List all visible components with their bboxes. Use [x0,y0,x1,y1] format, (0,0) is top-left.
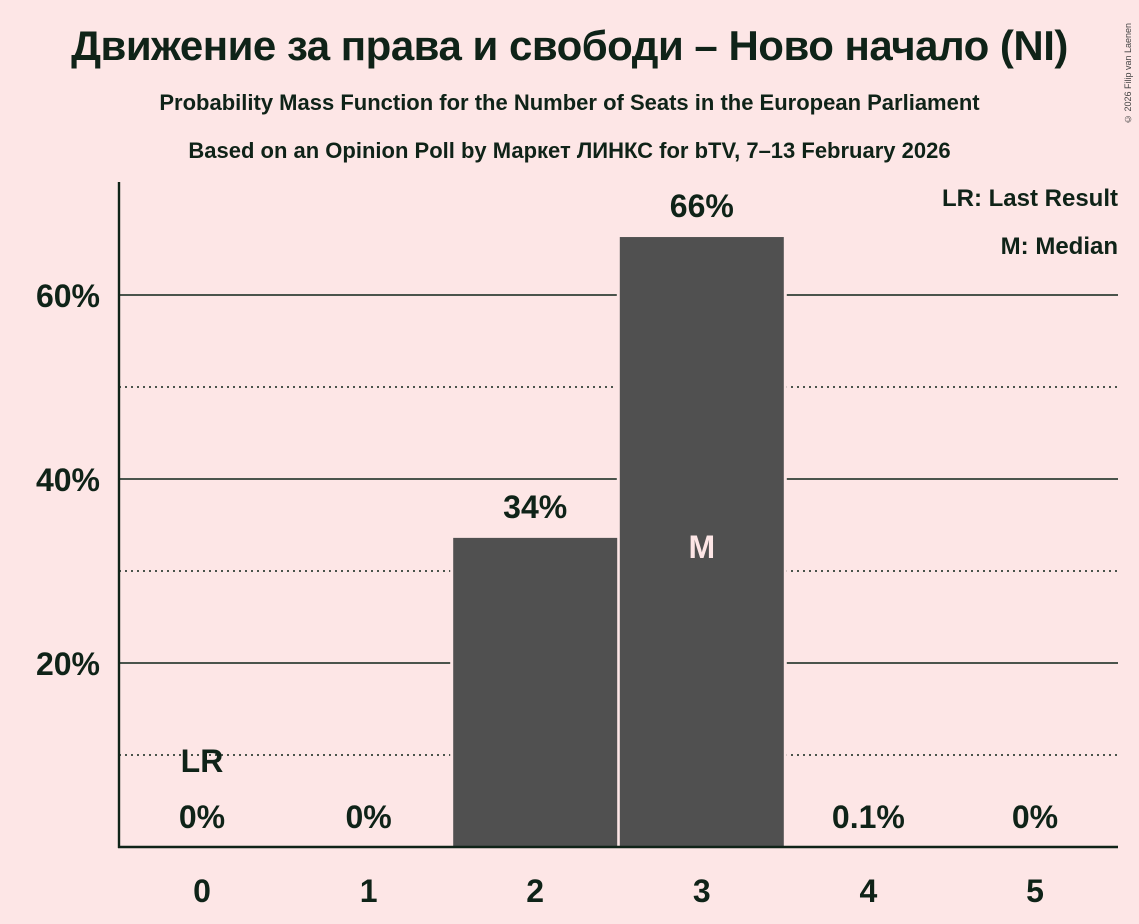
last-result-marker: LR [181,743,224,779]
y-tick-label: 20% [36,646,100,682]
x-tick-label: 0 [193,873,211,909]
median-marker: M [688,529,715,565]
chart-title: Движение за права и свободи – Ново начал… [71,22,1068,69]
chart-subtitle: Probability Mass Function for the Number… [159,90,980,115]
bar-seats-3 [619,237,784,848]
bar-seats-2 [453,537,618,847]
x-tick-label: 5 [1026,873,1044,909]
bar-value-label: 66% [670,188,734,224]
bar-value-label: 0% [179,799,225,835]
x-tick-label: 1 [360,873,378,909]
x-tick-label: 4 [860,873,878,909]
x-tick-label: 2 [526,873,544,909]
y-tick-label: 60% [36,278,100,314]
legend-median: M: Median [1000,233,1118,260]
bar-value-label: 0% [1012,799,1058,835]
y-tick-label: 40% [36,462,100,498]
x-tick-label: 3 [693,873,711,909]
bar-value-label: 0.1% [832,799,905,835]
legend-last-result: LR: Last Result [941,185,1118,212]
bar-value-label: 34% [503,489,567,525]
bar-value-label: 0% [345,799,391,835]
chart-source-subtitle: Based on an Opinion Poll by Маркет ЛИНКС… [188,138,951,163]
